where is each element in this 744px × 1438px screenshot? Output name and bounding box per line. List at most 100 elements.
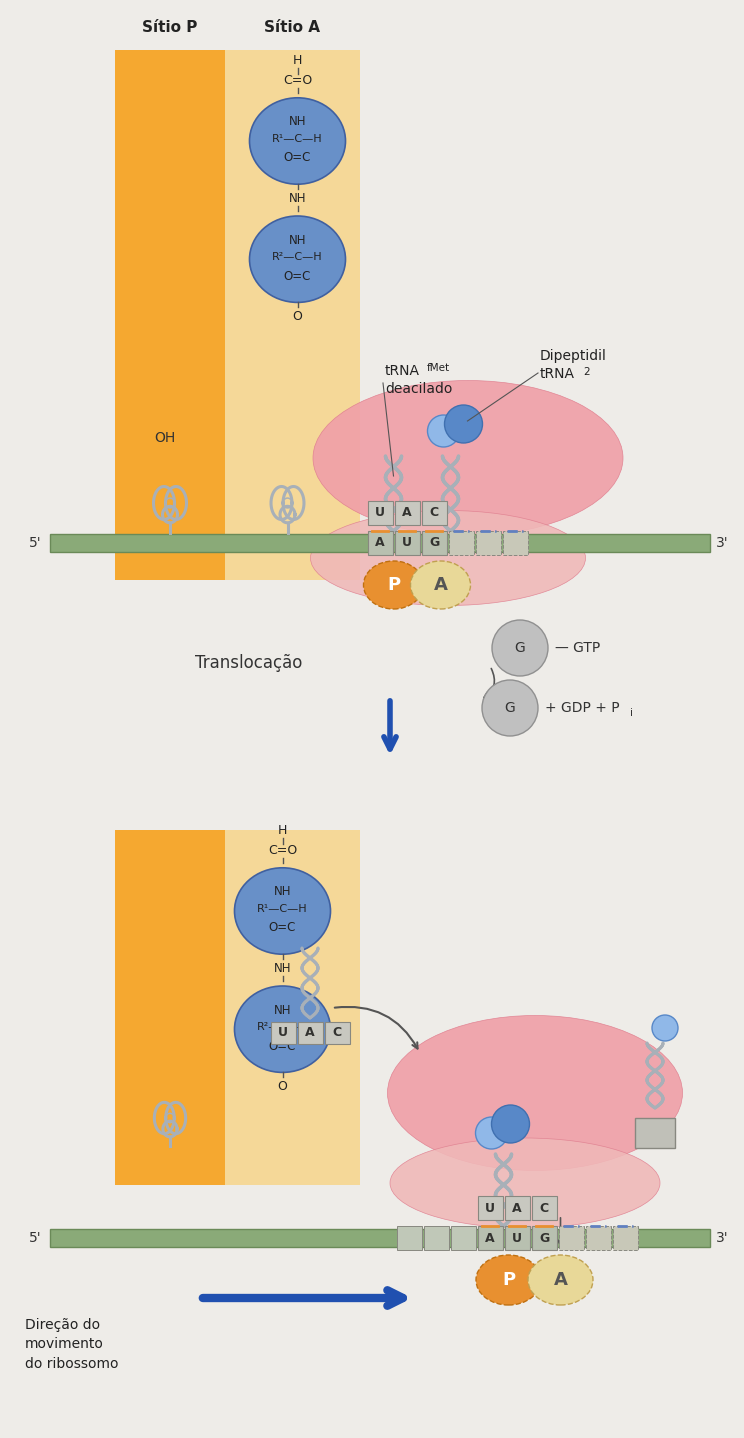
Text: R¹—C—H: R¹—C—H (257, 903, 308, 913)
Text: O: O (292, 311, 303, 324)
Text: C: C (429, 506, 438, 519)
Bar (635, 1117, 675, 1148)
Ellipse shape (234, 986, 330, 1073)
Bar (422, 500, 446, 525)
Text: H: H (293, 53, 302, 66)
Ellipse shape (364, 561, 423, 610)
Text: H: H (278, 824, 287, 837)
Bar (559, 1227, 583, 1250)
Circle shape (428, 416, 460, 447)
Text: P: P (387, 577, 400, 594)
Bar (50, 1229, 710, 1247)
Text: 3': 3' (716, 1231, 728, 1245)
Text: O=C: O=C (283, 151, 311, 164)
Text: A: A (512, 1202, 522, 1215)
Bar (449, 531, 473, 555)
Text: G: G (539, 1231, 549, 1244)
Bar (423, 1227, 449, 1250)
Ellipse shape (476, 1255, 541, 1306)
Bar (394, 531, 420, 555)
Text: OH: OH (154, 431, 176, 444)
Text: NH: NH (274, 1004, 291, 1017)
Bar (478, 1227, 502, 1250)
Bar (478, 1196, 502, 1219)
Text: O: O (278, 1080, 287, 1093)
Text: U: U (375, 506, 385, 519)
Circle shape (444, 406, 483, 443)
Ellipse shape (390, 1137, 660, 1228)
Text: Sítio A: Sítio A (265, 20, 321, 36)
Text: tRNA: tRNA (540, 367, 575, 381)
Ellipse shape (310, 510, 586, 605)
Text: i: i (630, 707, 633, 718)
Text: G: G (504, 700, 516, 715)
Text: 2: 2 (583, 367, 590, 377)
Text: O=C: O=C (269, 922, 296, 935)
Text: NH: NH (289, 115, 307, 128)
Bar (397, 1227, 422, 1250)
Text: O=C: O=C (283, 269, 311, 282)
Bar (368, 500, 393, 525)
Ellipse shape (249, 98, 345, 184)
Text: R¹—C—H: R¹—C—H (272, 134, 323, 144)
Circle shape (492, 1104, 530, 1143)
Circle shape (652, 1015, 678, 1041)
Text: U: U (485, 1202, 495, 1215)
Text: C: C (539, 1202, 548, 1215)
Text: Dipeptidil: Dipeptidil (540, 349, 607, 362)
Text: C=O: C=O (268, 844, 297, 857)
Ellipse shape (313, 381, 623, 535)
Bar (586, 1227, 611, 1250)
Bar (394, 500, 420, 525)
Text: Translocação: Translocação (195, 654, 302, 672)
Text: tRNA: tRNA (385, 364, 420, 378)
Circle shape (475, 1117, 507, 1149)
Bar (298, 1022, 322, 1044)
Text: O=C: O=C (269, 1040, 296, 1053)
Bar (504, 1196, 530, 1219)
Text: 3': 3' (716, 536, 728, 549)
Text: G: G (515, 641, 525, 654)
Text: A: A (305, 1027, 315, 1040)
Bar (531, 1196, 557, 1219)
Text: A: A (554, 1271, 568, 1288)
Text: G: G (429, 536, 439, 549)
Text: — GTP: — GTP (555, 641, 600, 654)
Text: U: U (278, 1027, 288, 1040)
Text: Sítio P: Sítio P (142, 20, 198, 36)
Bar (451, 1227, 475, 1250)
Ellipse shape (234, 867, 330, 955)
Bar (475, 531, 501, 555)
Bar (50, 533, 710, 552)
Text: U: U (402, 536, 412, 549)
Text: Direção do
movimento
do ribossomo: Direção do movimento do ribossomo (25, 1319, 118, 1370)
Text: P: P (502, 1271, 515, 1288)
Bar (271, 1022, 295, 1044)
Text: R²—C—H: R²—C—H (272, 252, 323, 262)
Text: R²—C—H: R²—C—H (257, 1022, 308, 1032)
Text: A: A (434, 577, 447, 594)
Bar (115, 50, 225, 580)
Text: A: A (485, 1231, 495, 1244)
Text: NH: NH (274, 886, 291, 899)
Bar (225, 830, 360, 1185)
Text: 5': 5' (29, 536, 42, 549)
Bar (502, 531, 527, 555)
Text: A: A (403, 506, 412, 519)
Ellipse shape (528, 1255, 593, 1306)
Bar (324, 1022, 350, 1044)
Bar (115, 830, 225, 1185)
Bar (504, 1227, 530, 1250)
Text: NH: NH (274, 962, 291, 975)
Ellipse shape (388, 1015, 682, 1171)
Text: deacilado: deacilado (385, 383, 452, 395)
Bar (368, 531, 393, 555)
Bar (612, 1227, 638, 1250)
Ellipse shape (411, 561, 470, 610)
Text: 5': 5' (29, 1231, 42, 1245)
Text: NH: NH (289, 233, 307, 246)
Text: C=O: C=O (283, 73, 312, 86)
Text: fMet: fMet (427, 362, 450, 372)
Bar (225, 50, 360, 580)
Bar (422, 531, 446, 555)
